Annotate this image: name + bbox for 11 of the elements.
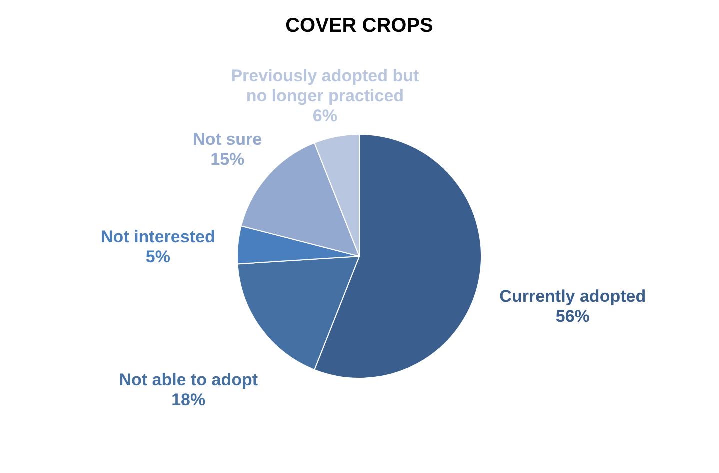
slice-label: Currently adopted	[500, 287, 646, 306]
data-label: 56%	[556, 307, 590, 326]
slice-label: Not able to adopt	[119, 370, 258, 390]
slice-label: Not sure	[193, 130, 262, 150]
data-label: 18%	[172, 390, 206, 410]
data-label: 6%	[312, 106, 338, 126]
slice-label: Previously adopted but no longer practiced	[231, 66, 420, 106]
slice-label: Not interested	[101, 227, 216, 246]
data-label: 5%	[146, 247, 170, 266]
chart-title: COVER CROPS	[286, 15, 434, 37]
data-label: 15%	[210, 150, 245, 170]
